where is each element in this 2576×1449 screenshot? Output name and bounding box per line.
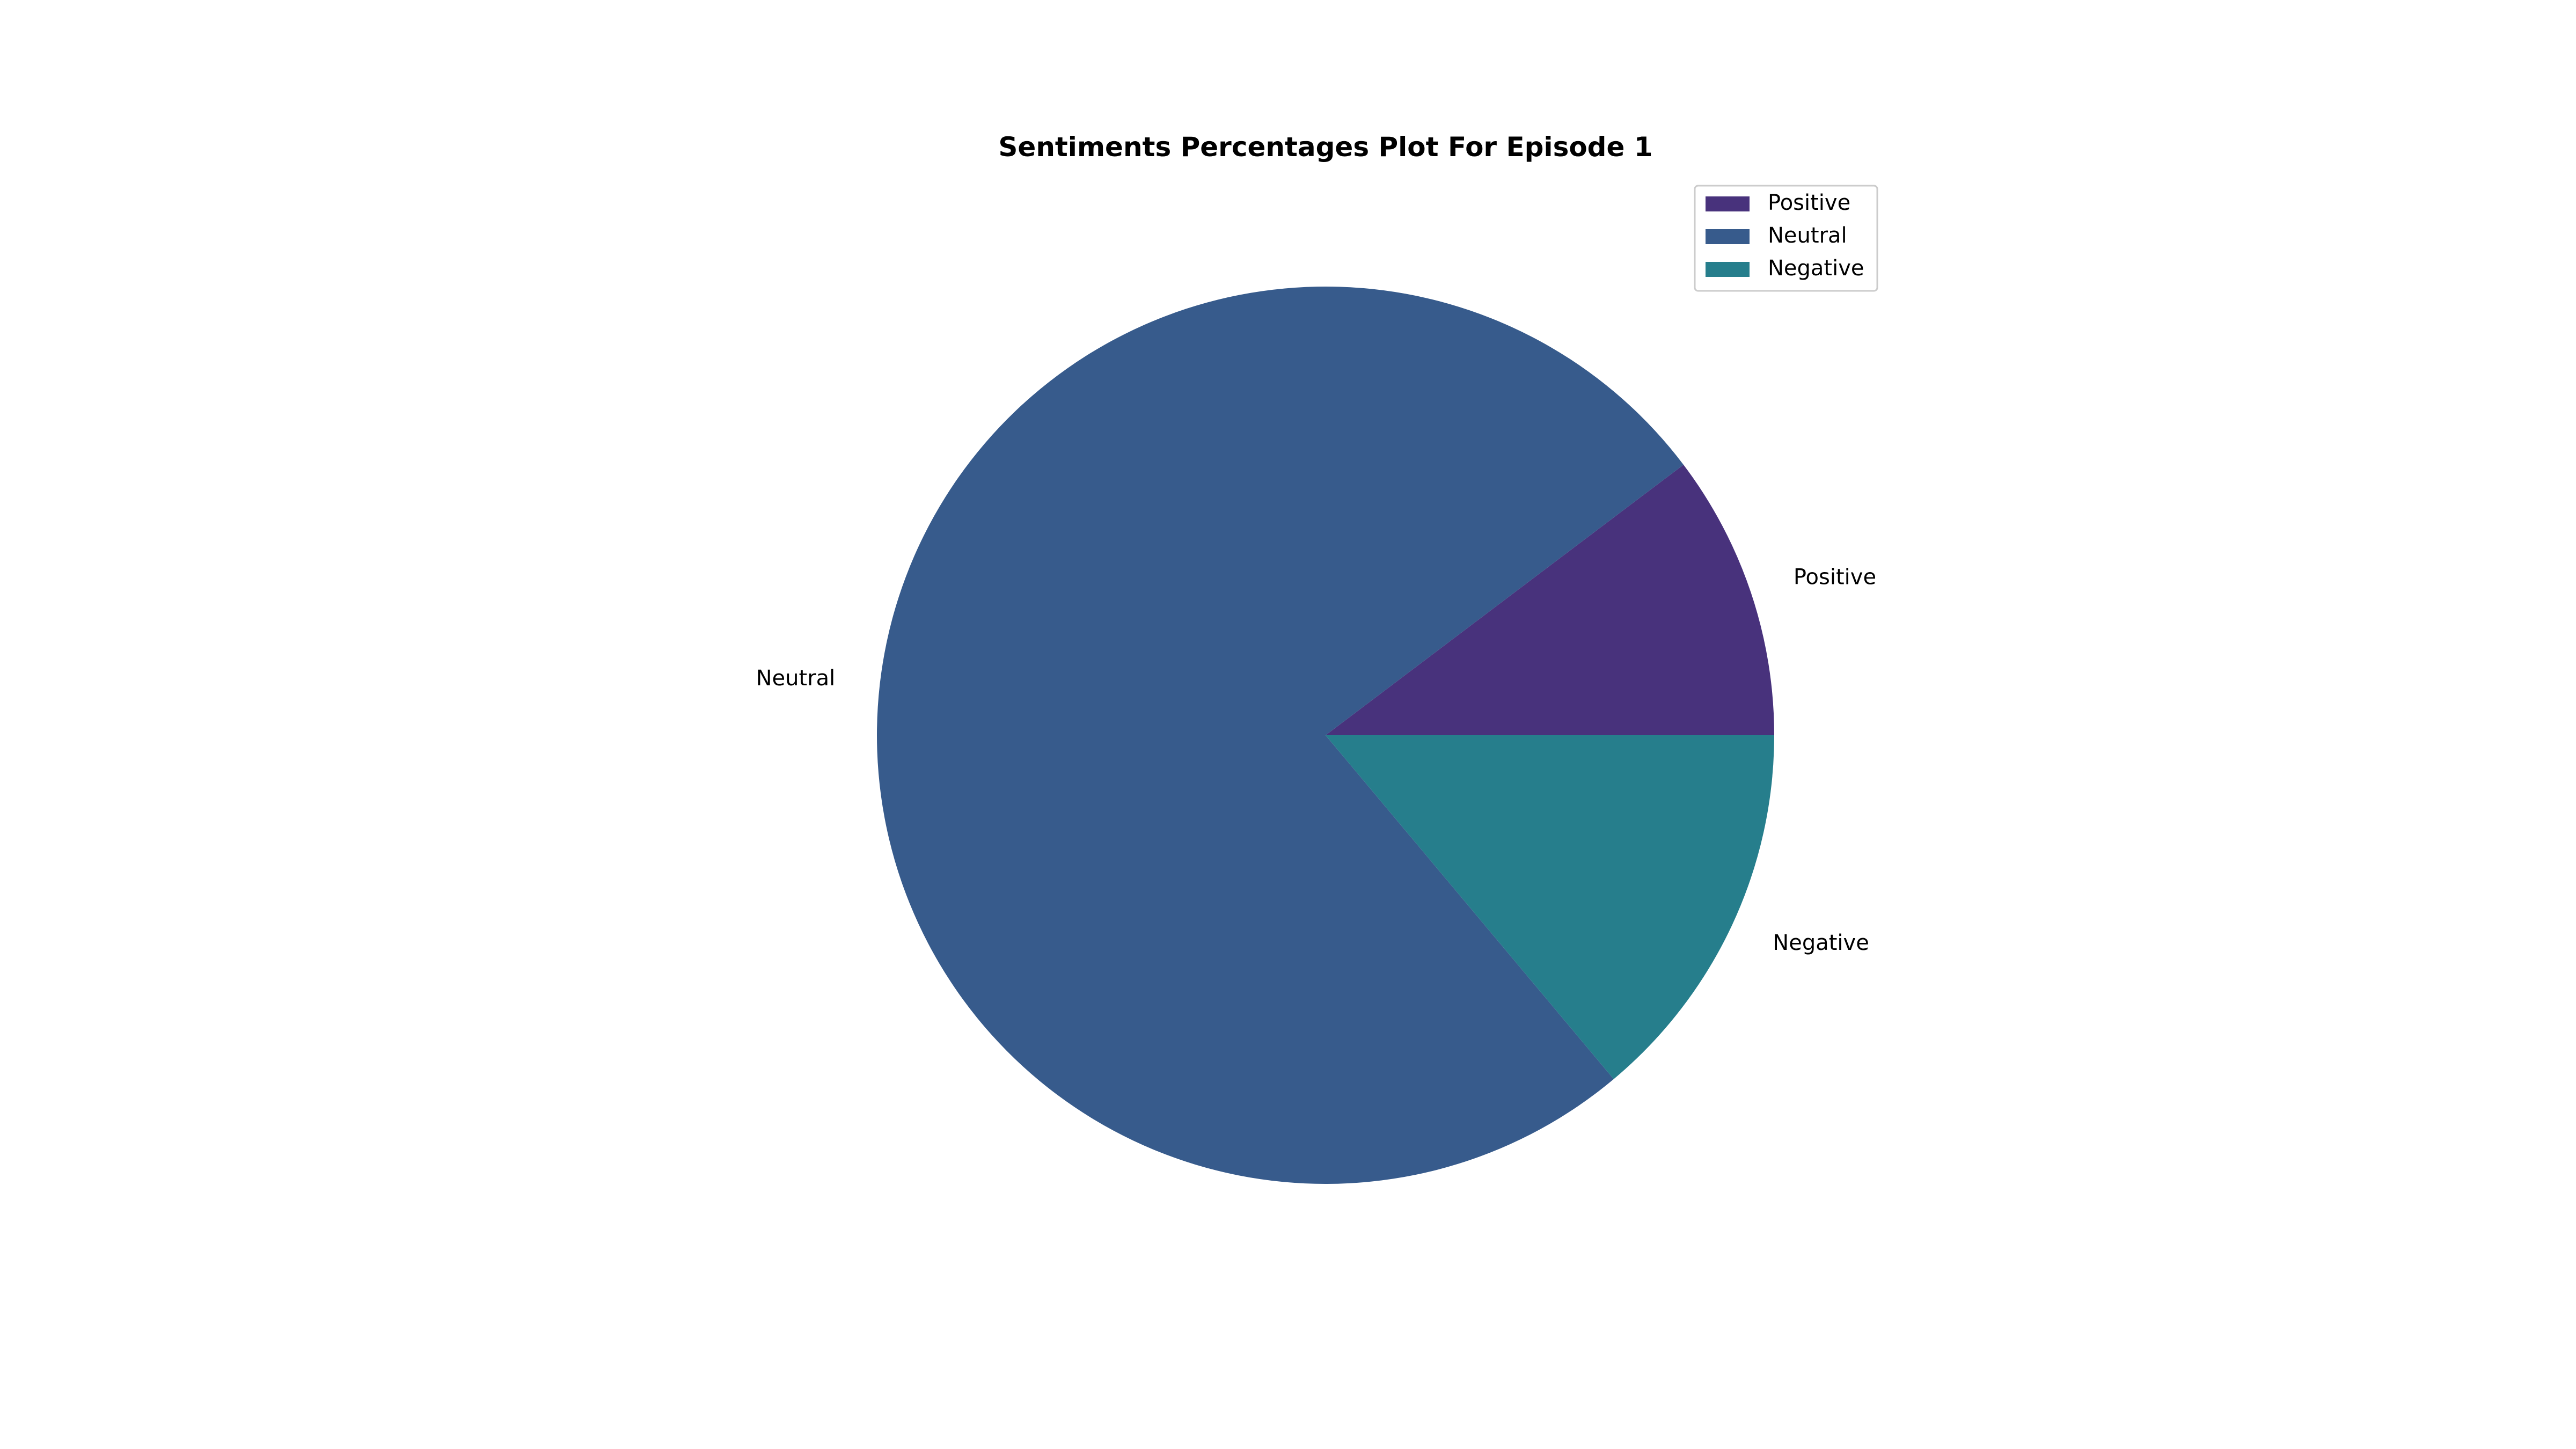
- legend-label-negative: Negative: [1768, 256, 1864, 281]
- pie-slices: [876, 287, 1774, 1184]
- legend-swatch-positive: [1706, 196, 1750, 211]
- pie-slice-labels: Positive Neutral Negative: [756, 565, 1876, 955]
- chart-title: Sentiments Percentages Plot For Episode …: [998, 131, 1653, 163]
- legend-swatch-negative: [1706, 262, 1750, 277]
- legend: Positive Neutral Negative: [1694, 185, 1878, 292]
- legend-label-neutral: Neutral: [1768, 223, 1847, 248]
- pie-label-positive: Positive: [1794, 565, 1876, 590]
- legend-label-positive: Positive: [1768, 191, 1850, 215]
- pie-slice-positive: [1326, 464, 1774, 735]
- pie-label-neutral: Neutral: [756, 666, 836, 691]
- legend-swatch-neutral: [1706, 229, 1750, 244]
- pie-label-negative: Negative: [1773, 931, 1869, 955]
- pie-slice-negative: [1326, 735, 1774, 1079]
- pie-slice-neutral: [876, 287, 1684, 1184]
